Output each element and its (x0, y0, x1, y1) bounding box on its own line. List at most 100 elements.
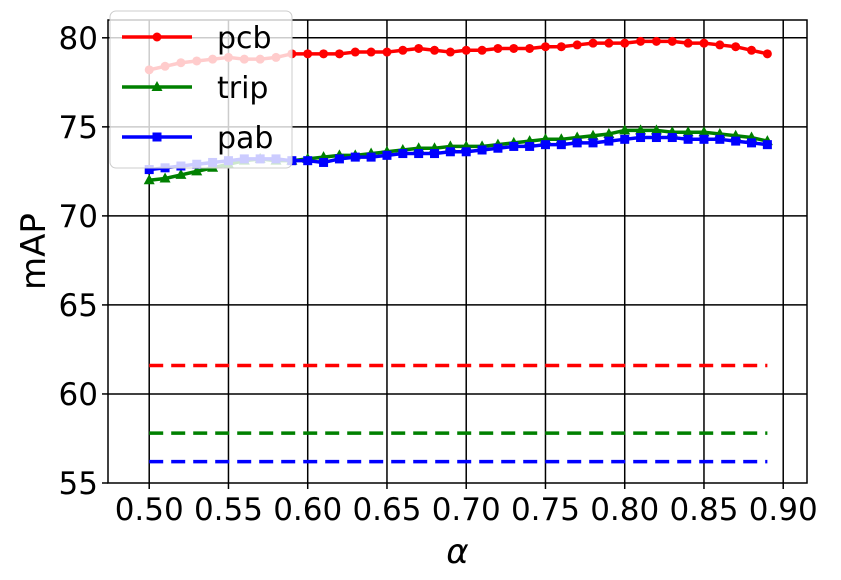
x-tick-label: 0.60 (273, 492, 342, 528)
grid (108, 20, 807, 483)
data-point-trip (587, 129, 599, 140)
x-tick-label: 0.70 (432, 492, 501, 528)
plot-frame (107, 19, 808, 484)
data-point-trip (635, 124, 647, 135)
x-axis-ticks: 0.50 0.55 0.60 0.65 0.70 0.75 0.80 0.85 0.90 (115, 483, 818, 528)
data-point-pcb (334, 49, 344, 59)
data-point-pcb (572, 40, 582, 50)
data-point-pcb (303, 49, 313, 59)
data-point-pcb (493, 43, 503, 53)
x-tick-label: 0.90 (749, 492, 818, 528)
data-point-pcb (319, 49, 329, 59)
data-point-pab (334, 154, 344, 164)
data-point-trip (191, 165, 203, 176)
data-point-pab (509, 141, 519, 151)
data-point-pab (414, 149, 424, 159)
data-point-pab (572, 138, 582, 148)
data-point-pab (398, 149, 408, 159)
data-point-pab (144, 165, 154, 175)
x-tick-label: 0.50 (115, 492, 184, 528)
y-tick-label: 75 (59, 110, 98, 146)
data-point-pcb (525, 43, 535, 53)
data-point-pab (556, 140, 566, 150)
data-point-pab (651, 133, 661, 143)
x-tick-label: 0.75 (511, 492, 580, 528)
data-point-trip (619, 124, 631, 135)
data-point-trip (650, 124, 662, 135)
legend-box (109, 10, 293, 169)
legend-marker-trip (151, 81, 163, 91)
data-point-trip (175, 168, 187, 179)
data-point-pab (430, 149, 440, 159)
data-point-pab (699, 134, 709, 144)
data-point-pab (715, 134, 725, 144)
data-point-trip (143, 174, 155, 185)
data-point-pab (604, 136, 614, 146)
data-point-pab (461, 147, 471, 157)
x-tick-label: 0.85 (669, 492, 738, 528)
data-point-pab (762, 140, 772, 150)
data-point-pab (445, 147, 455, 157)
data-point-trip (159, 172, 171, 183)
x-tick-label: 0.55 (194, 492, 263, 528)
data-point-pcb (762, 49, 772, 59)
data-point-pcb (620, 38, 630, 48)
y-tick-label: 65 (59, 288, 98, 324)
data-point-trip (603, 127, 615, 138)
x-axis-label: α (446, 532, 468, 572)
data-point-pcb (715, 40, 725, 50)
baselines (149, 363, 768, 464)
legend-marker-pcb (152, 32, 162, 42)
data-point-pcb (588, 38, 598, 48)
data-point-pcb (604, 38, 614, 48)
data-point-pcb (366, 47, 376, 57)
y-tick-label: 55 (59, 466, 98, 502)
data-point-pcb (667, 36, 677, 46)
data-point-pab (477, 145, 487, 155)
y-tick-label: 70 (59, 199, 98, 235)
data-point-pcb (747, 45, 757, 55)
data-point-pcb (430, 45, 440, 55)
data-point-pab (747, 138, 757, 148)
data-point-pcb (350, 47, 360, 57)
legend-label-pcb: pcb (217, 21, 272, 56)
data-point-pab (366, 152, 376, 162)
data-point-pab (620, 134, 630, 144)
data-point-pcb (699, 38, 709, 48)
data-point-pab (525, 141, 535, 151)
y-tick-label: 80 (59, 21, 98, 57)
data-point-pab (493, 143, 503, 153)
data-point-pab (382, 150, 392, 160)
data-point-pab (540, 140, 550, 150)
x-tick-label: 0.80 (590, 492, 659, 528)
data-point-pcb (382, 47, 392, 57)
data-point-pab (319, 157, 329, 167)
data-point-trip (682, 126, 694, 137)
data-point-pab (731, 136, 741, 146)
y-tick-label: 60 (59, 377, 98, 413)
data-point-trip (698, 126, 710, 137)
data-point-pcb (461, 45, 471, 55)
data-point-pab (303, 156, 313, 166)
data-point-pcb (445, 47, 455, 57)
y-axis-ticks: 55 60 65 70 75 80 (59, 21, 108, 502)
data-point-pab (636, 133, 646, 143)
data-point-pab (350, 152, 360, 162)
data-point-pcb (398, 45, 408, 55)
data-point-pab (667, 133, 677, 143)
legend-label-pab: pab (217, 121, 273, 156)
y-axis-label: mAP (14, 213, 54, 290)
legend-marker-pab (152, 132, 162, 142)
legend: pcb trip pab (109, 10, 293, 169)
data-point-pab (683, 134, 693, 144)
data-point-pcb (731, 42, 741, 52)
data-point-pcb (651, 36, 661, 46)
data-point-pcb (540, 42, 550, 52)
data-point-pcb (477, 45, 487, 55)
data-point-pcb (414, 43, 424, 53)
data-point-pcb (636, 36, 646, 46)
data-point-pcb (509, 43, 519, 53)
data-point-pcb (683, 38, 693, 48)
legend-label-trip: trip (217, 71, 268, 106)
